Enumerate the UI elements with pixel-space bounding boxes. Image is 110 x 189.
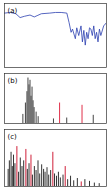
svg-text:(b): (b) [8,77,18,85]
svg-text:(a): (a) [8,7,18,15]
svg-text:(c): (c) [8,133,18,141]
